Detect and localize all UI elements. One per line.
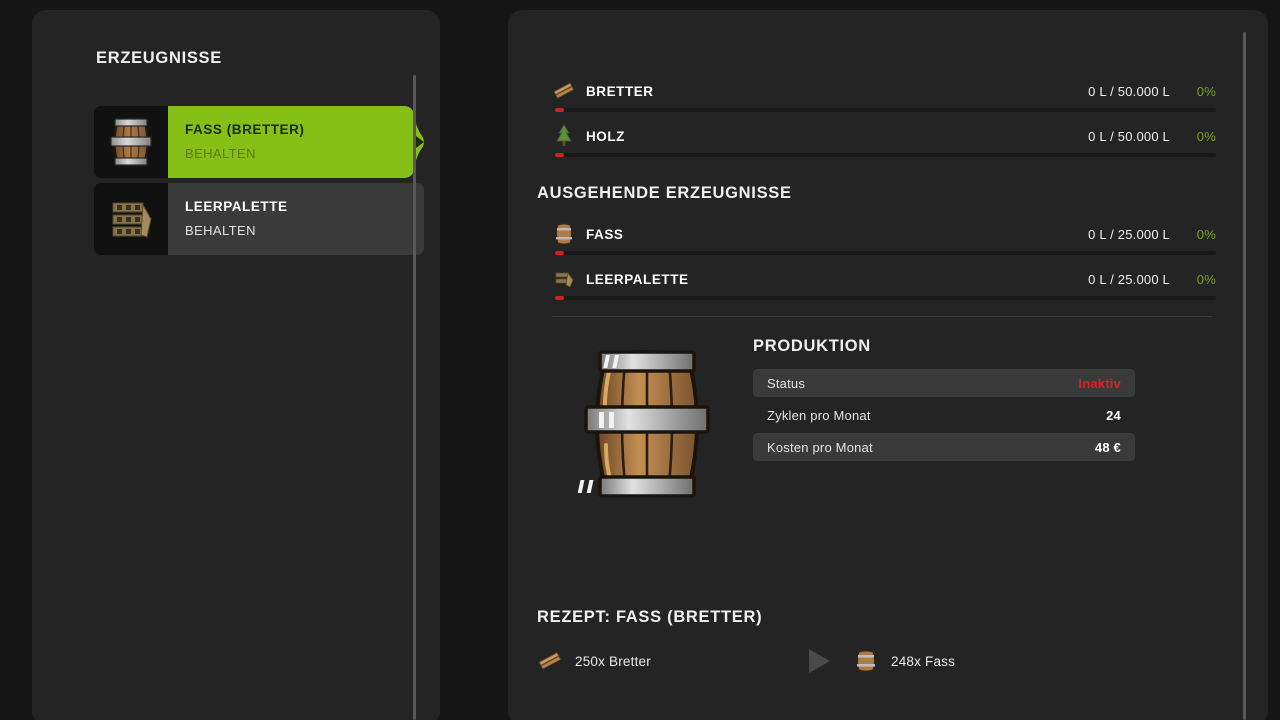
- tree-icon: [552, 123, 576, 149]
- recipe-title: REZEPT: FASS (BRETTER): [537, 608, 763, 626]
- status-badge: Inaktiv: [1078, 375, 1121, 391]
- pallet-stack-icon: [112, 202, 152, 238]
- resource-row-holz: HOLZ 0 L / 50.000 L 0%: [552, 121, 1216, 165]
- production-title: PRODUKTION: [753, 337, 871, 355]
- resource-amount: 0 L / 50.000 L: [1088, 83, 1170, 99]
- resource-row-leerpalette: LEERPALETTE 0 L / 25.000 L 0%: [552, 264, 1216, 308]
- resource-progress-bar: [555, 153, 1216, 157]
- recipe-input-text: 250x Bretter: [575, 653, 651, 669]
- list-item-fass-bretter[interactable]: FASS (BRETTER) BEHALTEN: [94, 106, 424, 178]
- resource-name: LEERPALETTE: [586, 271, 689, 287]
- recipe-output-text: 248x Fass: [891, 653, 956, 669]
- pallet-icon: [552, 266, 576, 292]
- product-thumbnail: [94, 183, 168, 255]
- product-row-body: LEERPALETTE BEHALTEN: [168, 183, 424, 255]
- row-label: Status: [767, 375, 806, 391]
- page-title: ERZEUGNISSE: [96, 49, 222, 67]
- planks-icon: [552, 78, 576, 104]
- list-item-leerpalette[interactable]: LEERPALETTE BEHALTEN: [94, 183, 424, 255]
- product-state: BEHALTEN: [185, 223, 256, 239]
- row-label: Kosten pro Monat: [767, 439, 873, 455]
- row-value: 24: [1106, 407, 1121, 423]
- table-row-cycles: Zyklen pro Monat 24: [753, 401, 1135, 429]
- table-row-status: Status Inaktiv: [753, 369, 1135, 397]
- table-row-cost: Kosten pro Monat 48 €: [753, 433, 1135, 461]
- resource-percent: 0%: [1196, 128, 1216, 144]
- resource-progress-bar: [555, 296, 1216, 300]
- products-panel: ERZEUGNISSE: [32, 10, 440, 720]
- section-divider: [552, 316, 1212, 317]
- resource-name: BRETTER: [586, 83, 654, 99]
- right-scrollbar-track[interactable]: [1243, 32, 1246, 720]
- play-arrow-icon: [809, 649, 830, 673]
- outgoing-section-title: AUSGEHENDE ERZEUGNISSE: [537, 184, 792, 202]
- selected-tag[interactable]: FASS (BRETTER) BEHALTEN: [168, 106, 424, 178]
- left-scrollbar-thumb[interactable]: [413, 75, 416, 720]
- resource-name: HOLZ: [586, 128, 625, 144]
- incoming-resources-list: BRETTER 0 L / 50.000 L 0% HOLZ 0 L /: [552, 76, 1216, 166]
- product-thumbnail: [94, 106, 168, 178]
- resource-progress-bar: [555, 108, 1216, 112]
- resource-row-fass: FASS 0 L / 25.000 L 0%: [552, 219, 1216, 263]
- resource-amount: 0 L / 25.000 L: [1088, 226, 1170, 242]
- product-list: FASS (BRETTER) BEHALTEN: [94, 106, 424, 260]
- row-label: Zyklen pro Monat: [767, 407, 871, 423]
- recipe-output: 248x Fass: [853, 645, 955, 677]
- row-value: 48 €: [1094, 439, 1121, 455]
- resource-name: FASS: [586, 226, 624, 242]
- right-scrollbar-thumb[interactable]: [1243, 32, 1246, 720]
- product-name: LEERPALETTE: [185, 198, 288, 214]
- barrel-icon: [110, 118, 152, 166]
- barrel-icon: [853, 647, 879, 675]
- product-name: FASS (BRETTER): [185, 121, 305, 137]
- planks-icon: [537, 647, 563, 675]
- resource-amount: 0 L / 25.000 L: [1088, 271, 1170, 287]
- resource-percent: 0%: [1196, 226, 1216, 242]
- resource-progress-bar: [555, 251, 1216, 255]
- recipe-input: 250x Bretter: [537, 645, 1197, 677]
- resource-row-bretter: BRETTER 0 L / 50.000 L 0%: [552, 76, 1216, 120]
- resource-percent: 0%: [1196, 271, 1216, 287]
- barrel-illustration: [578, 350, 710, 498]
- outgoing-resources-list: FASS 0 L / 25.000 L 0% LEERP: [552, 219, 1216, 309]
- resource-amount: 0 L / 50.000 L: [1088, 128, 1170, 144]
- left-scrollbar-track[interactable]: [413, 75, 416, 720]
- product-state: BEHALTEN: [185, 146, 256, 162]
- barrel-icon: [552, 221, 576, 247]
- resource-percent: 0%: [1196, 83, 1216, 99]
- production-table: Status Inaktiv Zyklen pro Monat 24 Koste…: [753, 369, 1135, 465]
